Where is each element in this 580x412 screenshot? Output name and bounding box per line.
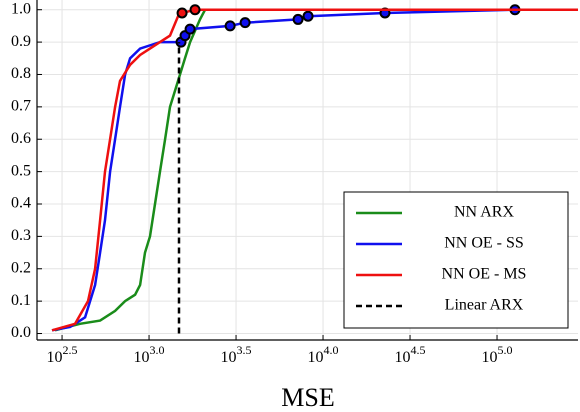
legend-label: NN OE - SS <box>444 235 524 252</box>
legend-label: NN OE - MS <box>442 266 527 283</box>
series-marker <box>292 13 304 25</box>
x-tick-label: 104.5 <box>395 343 426 366</box>
y-tick-label: 0.7 <box>11 98 31 115</box>
y-tick-label: 0.1 <box>11 292 31 309</box>
series-marker <box>176 7 188 19</box>
series-marker <box>224 20 236 32</box>
y-tick-label: 0.6 <box>11 130 31 147</box>
x-tick-label: 102.5 <box>47 343 78 366</box>
series-marker <box>302 10 314 22</box>
x-axis-label: MSE <box>281 383 334 412</box>
series-line <box>54 8 578 332</box>
series-marker <box>239 17 251 29</box>
y-tick-label: 0.9 <box>11 33 31 50</box>
y-tick-label: 0.0 <box>11 324 31 341</box>
series-marker <box>189 4 201 16</box>
y-tick-label: 0.8 <box>11 65 31 82</box>
x-tick-label: 103.5 <box>221 343 252 366</box>
x-tick-label: 105.0 <box>482 343 513 366</box>
y-tick-label: 1.0 <box>11 0 31 17</box>
x-tick-label: 104.0 <box>308 343 339 366</box>
legend-label: Linear ARX <box>445 297 524 314</box>
series-marker <box>184 23 196 35</box>
y-tick-label: 0.4 <box>11 195 31 212</box>
y-tick-label: 0.3 <box>11 227 31 244</box>
y-tick-label: 0.5 <box>11 162 31 179</box>
legend-label: NN ARX <box>454 204 514 221</box>
x-tick-label: 103.0 <box>134 343 165 366</box>
y-tick-label: 0.2 <box>11 259 31 276</box>
